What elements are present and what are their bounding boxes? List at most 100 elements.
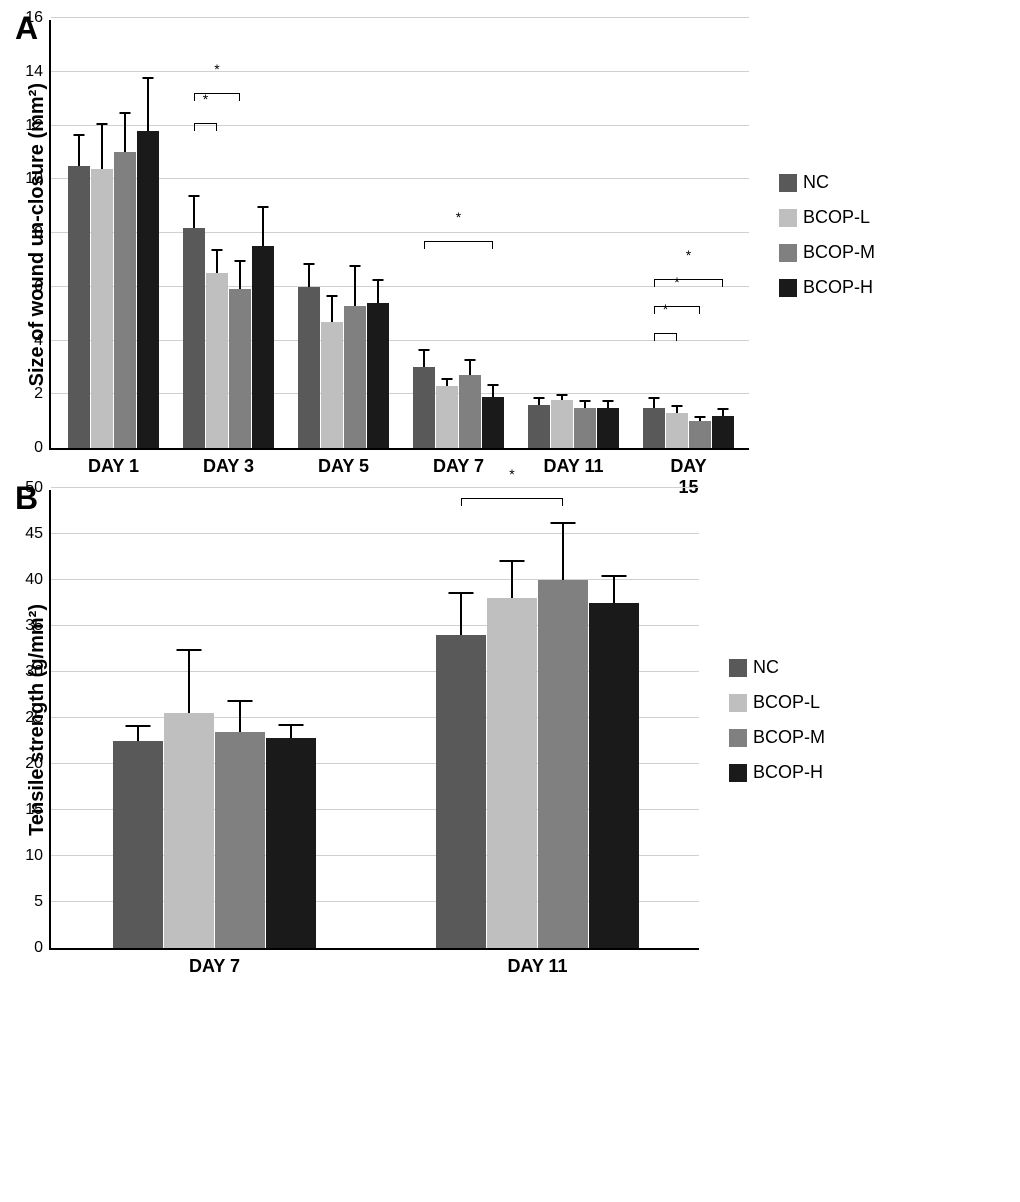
legend-swatch [729, 694, 747, 712]
legend-label: NC [753, 657, 779, 678]
x-tick-label: DAY 1 [88, 448, 139, 477]
error-bar [423, 349, 425, 368]
x-tick-label: DAY 11 [543, 448, 603, 477]
bar [528, 405, 550, 448]
bar [114, 152, 136, 448]
error-bar [290, 724, 292, 738]
bar [589, 603, 639, 948]
error-bar-cap [449, 592, 474, 594]
error-bar [124, 112, 126, 152]
bar-group [436, 580, 639, 948]
bar [643, 408, 665, 448]
legend-item: BCOP-H [729, 762, 825, 783]
bar [183, 228, 205, 448]
error-bar-cap [350, 265, 361, 267]
error-bar [446, 378, 448, 386]
error-bar [460, 592, 462, 635]
error-bar-cap [120, 112, 131, 114]
x-tick-label: DAY 5 [318, 448, 369, 477]
bar [574, 408, 596, 448]
bar [91, 169, 113, 449]
y-tick-label: 25 [25, 709, 51, 727]
significance-bracket [424, 241, 493, 249]
bar [137, 131, 159, 448]
error-bar-cap [373, 279, 384, 281]
legend-swatch [779, 244, 797, 262]
y-tick-label: 8 [34, 224, 51, 242]
error-bar [147, 77, 149, 131]
y-tick-label: 0 [34, 439, 51, 457]
bar-group [413, 367, 504, 448]
bar [113, 741, 163, 948]
error-bar-cap [143, 77, 154, 79]
error-bar [492, 384, 494, 397]
y-tick-label: 4 [34, 332, 51, 350]
bar [482, 397, 504, 448]
significance-star: * [456, 209, 461, 225]
legend-swatch [779, 174, 797, 192]
bar [436, 386, 458, 448]
y-tick-label: 0 [34, 939, 51, 957]
error-bar [78, 134, 80, 166]
grid-line [51, 71, 749, 72]
error-bar-cap [177, 649, 202, 651]
error-bar-cap [419, 349, 430, 351]
error-bar-cap [649, 397, 660, 399]
y-tick-label: 20 [25, 755, 51, 773]
error-bar [262, 206, 264, 246]
panel-b-legend: NC BCOP-L BCOP-M BCOP-H [699, 643, 825, 797]
significance-bracket [654, 279, 723, 287]
legend-item: NC [779, 172, 875, 193]
legend-label: BCOP-H [803, 277, 873, 298]
error-bar [538, 397, 540, 405]
legend-swatch [729, 729, 747, 747]
bar-group [183, 228, 274, 448]
significance-star: * [686, 247, 691, 263]
error-bar [469, 359, 471, 375]
error-bar [653, 397, 655, 408]
bar [551, 400, 573, 448]
error-bar-cap [465, 359, 476, 361]
error-bar [101, 123, 103, 169]
error-bar [239, 260, 241, 290]
error-bar [676, 405, 678, 413]
bar [436, 635, 486, 948]
panel-b-plot: 05101520253035404550DAY 7DAY 11* [49, 490, 699, 950]
error-bar-cap [228, 700, 253, 702]
bar [321, 322, 343, 448]
error-bar [722, 408, 724, 416]
legend-label: NC [803, 172, 829, 193]
bar [597, 408, 619, 448]
y-tick-label: 6 [34, 278, 51, 296]
significance-bracket [654, 306, 700, 314]
y-tick-label: 16 [25, 9, 51, 27]
legend-item: BCOP-H [779, 277, 875, 298]
x-tick-label: DAY 11 [507, 948, 567, 977]
grid-line [51, 125, 749, 126]
error-bar [613, 575, 615, 603]
error-bar-cap [602, 575, 627, 577]
x-tick-label: DAY 7 [189, 948, 240, 977]
error-bar-cap [551, 522, 576, 524]
legend-swatch [729, 764, 747, 782]
error-bar-cap [212, 249, 223, 251]
error-bar-cap [500, 560, 525, 562]
error-bar-cap [189, 195, 200, 197]
panel-b: B Tensile strength (g/mm²) 0510152025303… [20, 490, 1000, 950]
error-bar-cap [442, 378, 453, 380]
legend-label: BCOP-L [753, 692, 820, 713]
y-tick-label: 35 [25, 617, 51, 635]
legend-label: BCOP-M [803, 242, 875, 263]
error-bar [188, 649, 190, 713]
bar-group [298, 287, 389, 448]
error-bar [239, 700, 241, 732]
bar [229, 289, 251, 448]
error-bar-cap [672, 405, 683, 407]
figure: A Size of wound un-closure (mm²) 0246810… [20, 20, 1000, 950]
legend-label: BCOP-M [753, 727, 825, 748]
bar [298, 287, 320, 448]
y-tick-label: 2 [34, 385, 51, 403]
error-bar [216, 249, 218, 273]
error-bar-cap [97, 123, 108, 125]
y-tick-label: 12 [25, 117, 51, 135]
